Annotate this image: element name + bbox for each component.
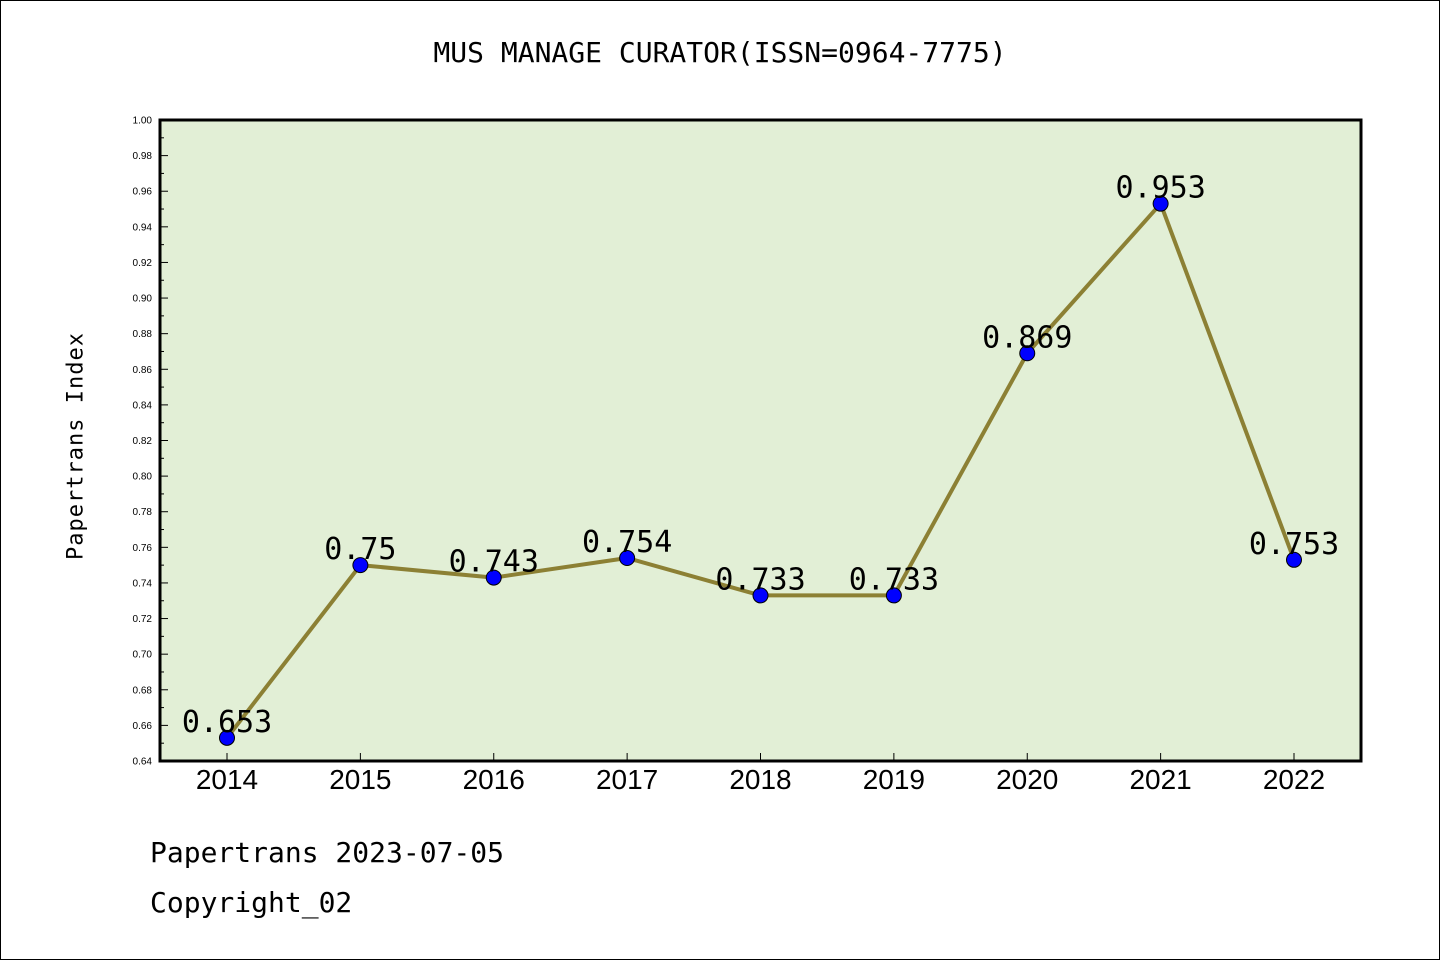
x-tick-label: 2020 (996, 764, 1058, 795)
x-tick-label: 2018 (729, 764, 791, 795)
y-tick-label: 0.68 (133, 685, 153, 696)
data-point (619, 550, 636, 567)
y-tick-label: 0.80 (133, 472, 153, 483)
y-tick-label: 0.74 (133, 578, 153, 589)
data-point (352, 557, 369, 574)
y-tick-label: 0.94 (133, 222, 153, 233)
data-point (1152, 195, 1169, 212)
footer-date: Papertrans 2023-07-05 (150, 836, 505, 869)
data-label: 0.754 (582, 525, 672, 560)
y-tick-label: 0.96 (133, 187, 153, 198)
y-tick-label: 0.86 (133, 365, 153, 376)
data-label: 0.743 (449, 545, 539, 580)
footer-copyright: Copyright_02 (150, 886, 353, 919)
data-label: 0.733 (715, 562, 805, 597)
y-tick-label: 0.88 (133, 329, 153, 340)
y-tick-label: 0.66 (133, 721, 153, 732)
x-tick-label: 2017 (596, 764, 658, 795)
data-label: 0.75 (324, 532, 396, 567)
data-label: 0.869 (982, 320, 1072, 355)
y-tick-label: 0.98 (133, 151, 153, 162)
y-tick-label: 0.90 (133, 294, 153, 305)
x-tick-label: 2016 (463, 764, 525, 795)
data-point (1286, 551, 1302, 568)
data-label: 0.653 (182, 705, 272, 740)
x-tick-label: 2022 (1263, 764, 1325, 795)
y-tick-label: 0.64 (133, 757, 153, 768)
plot-frame (158, 118, 1363, 763)
y-tick-label: 0.92 (133, 258, 153, 269)
y-tick-label: 0.82 (133, 436, 153, 447)
x-tick-label: 2014 (196, 764, 258, 795)
data-point (1019, 345, 1036, 362)
y-tick-label: 0.84 (133, 400, 153, 411)
y-tick-label: 1.00 (133, 116, 153, 127)
plot-area (160, 120, 1361, 761)
chart-title: MUS MANAGE CURATOR(ISSN=0964-7775) (433, 36, 1007, 69)
x-tick-label: 2015 (329, 764, 391, 795)
y-tick-label: 0.78 (133, 507, 153, 518)
y-tick-label: 0.76 (133, 543, 153, 554)
data-label: 0.753 (1249, 527, 1339, 562)
data-label: 0.953 (1115, 171, 1205, 206)
data-point (752, 587, 769, 604)
x-tick-label: 2019 (863, 764, 925, 795)
data-label: 0.733 (849, 562, 939, 597)
x-tick-label: 2021 (1129, 764, 1191, 795)
y-tick-label: 0.72 (133, 614, 153, 625)
data-point (485, 569, 502, 586)
data-point (885, 587, 902, 604)
y-tick-label: 0.70 (133, 650, 153, 661)
data-point (219, 729, 235, 746)
